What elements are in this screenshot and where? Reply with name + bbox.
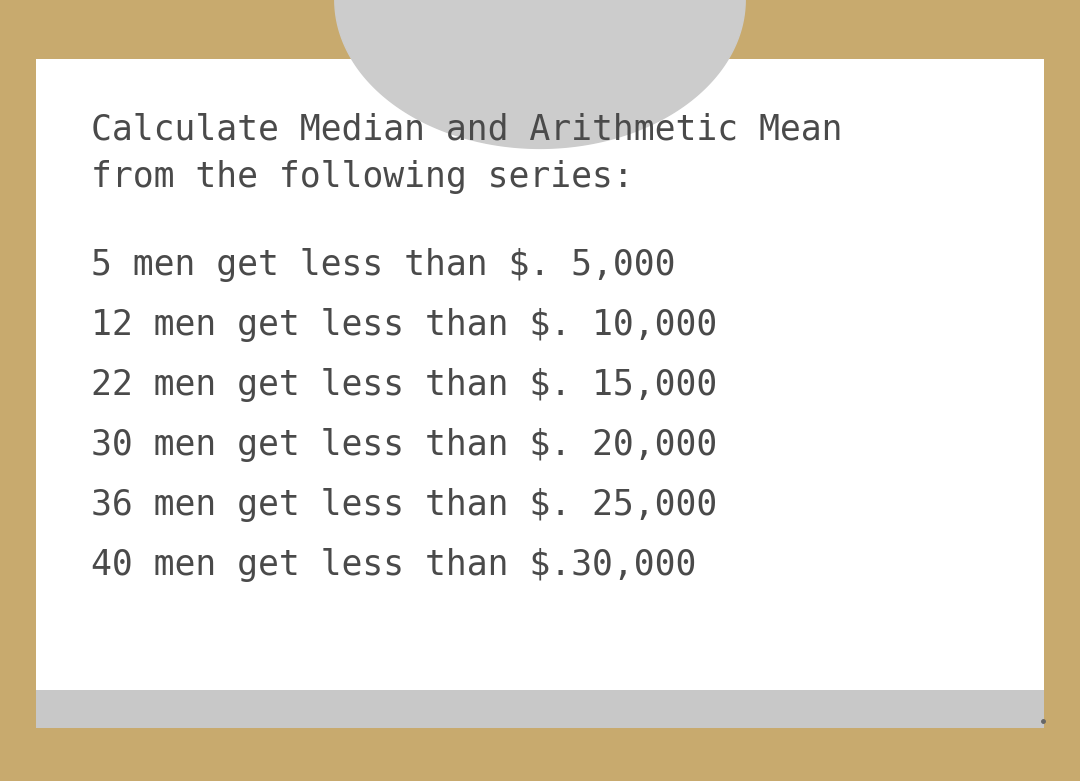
Text: 30 men get less than $. 20,000: 30 men get less than $. 20,000: [91, 428, 717, 462]
Text: 40 men get less than $.30,000: 40 men get less than $.30,000: [91, 548, 697, 583]
Text: 22 men get less than $. 15,000: 22 men get less than $. 15,000: [91, 368, 717, 402]
Bar: [36, 59, 1044, 728]
Text: 12 men get less than $. 10,000: 12 men get less than $. 10,000: [91, 308, 717, 342]
Polygon shape: [335, 0, 745, 148]
Text: from the following series:: from the following series:: [91, 159, 634, 194]
Bar: [36, 690, 1044, 728]
Text: 36 men get less than $. 25,000: 36 men get less than $. 25,000: [91, 488, 717, 522]
Text: Calculate Median and Arithmetic Mean: Calculate Median and Arithmetic Mean: [91, 112, 842, 146]
Text: 5 men get less than $. 5,000: 5 men get less than $. 5,000: [91, 248, 676, 282]
